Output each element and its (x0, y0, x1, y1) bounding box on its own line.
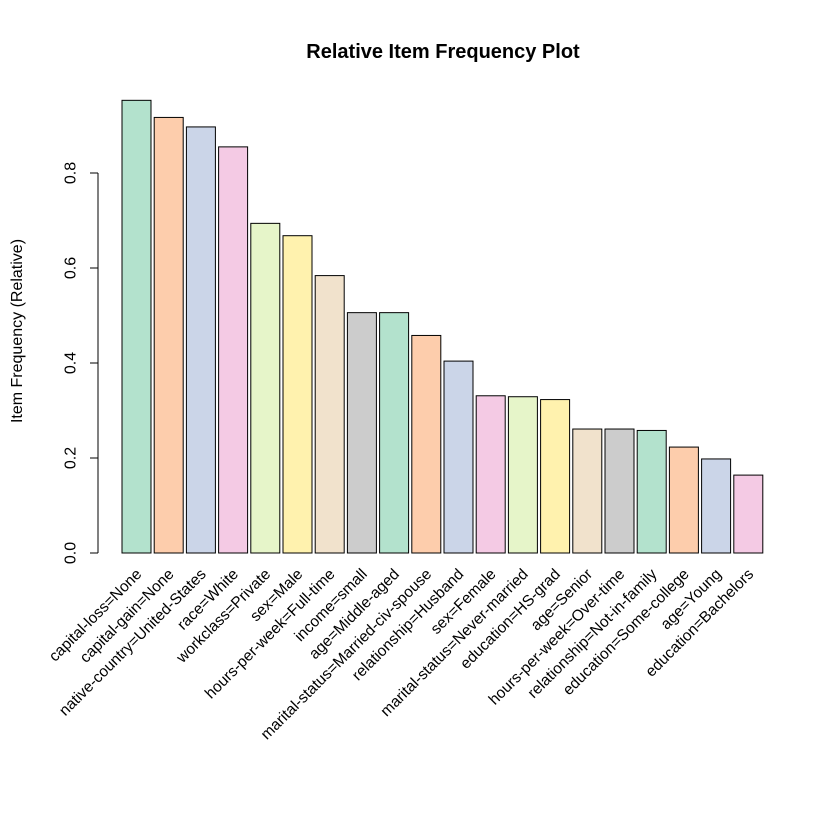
bar (475, 395, 506, 554)
bar (153, 116, 184, 554)
y-tick-label: 0.6 (63, 257, 80, 279)
bar (668, 446, 699, 554)
y-tick-label: 0.4 (63, 352, 80, 374)
bar (282, 235, 313, 554)
y-tick-label: 0.2 (63, 447, 80, 469)
bar (507, 396, 538, 554)
bar (185, 126, 216, 554)
category-labels: capital-loss=Nonecapital-gain=Nonenative… (46, 566, 757, 744)
bar (443, 360, 474, 554)
bar (540, 399, 571, 554)
bar (346, 312, 377, 554)
bar (218, 146, 249, 554)
bar (701, 458, 732, 554)
y-tick-label: 0.8 (63, 162, 80, 184)
bar (379, 312, 410, 554)
bar (604, 428, 635, 554)
bar (572, 428, 603, 554)
bar (733, 474, 764, 554)
chart-title: Relative Item Frequency Plot (306, 41, 580, 63)
y-tick-label: 0.0 (63, 542, 80, 564)
y-axis: 0.0 0.2 0.4 0.6 0.8 (63, 162, 99, 564)
bar (636, 429, 667, 554)
bar (314, 275, 345, 554)
bar (250, 222, 281, 554)
y-axis-label: Item Frequency (Relative) (9, 239, 26, 423)
bars (121, 99, 764, 554)
bar (121, 99, 152, 554)
bar (411, 334, 442, 554)
